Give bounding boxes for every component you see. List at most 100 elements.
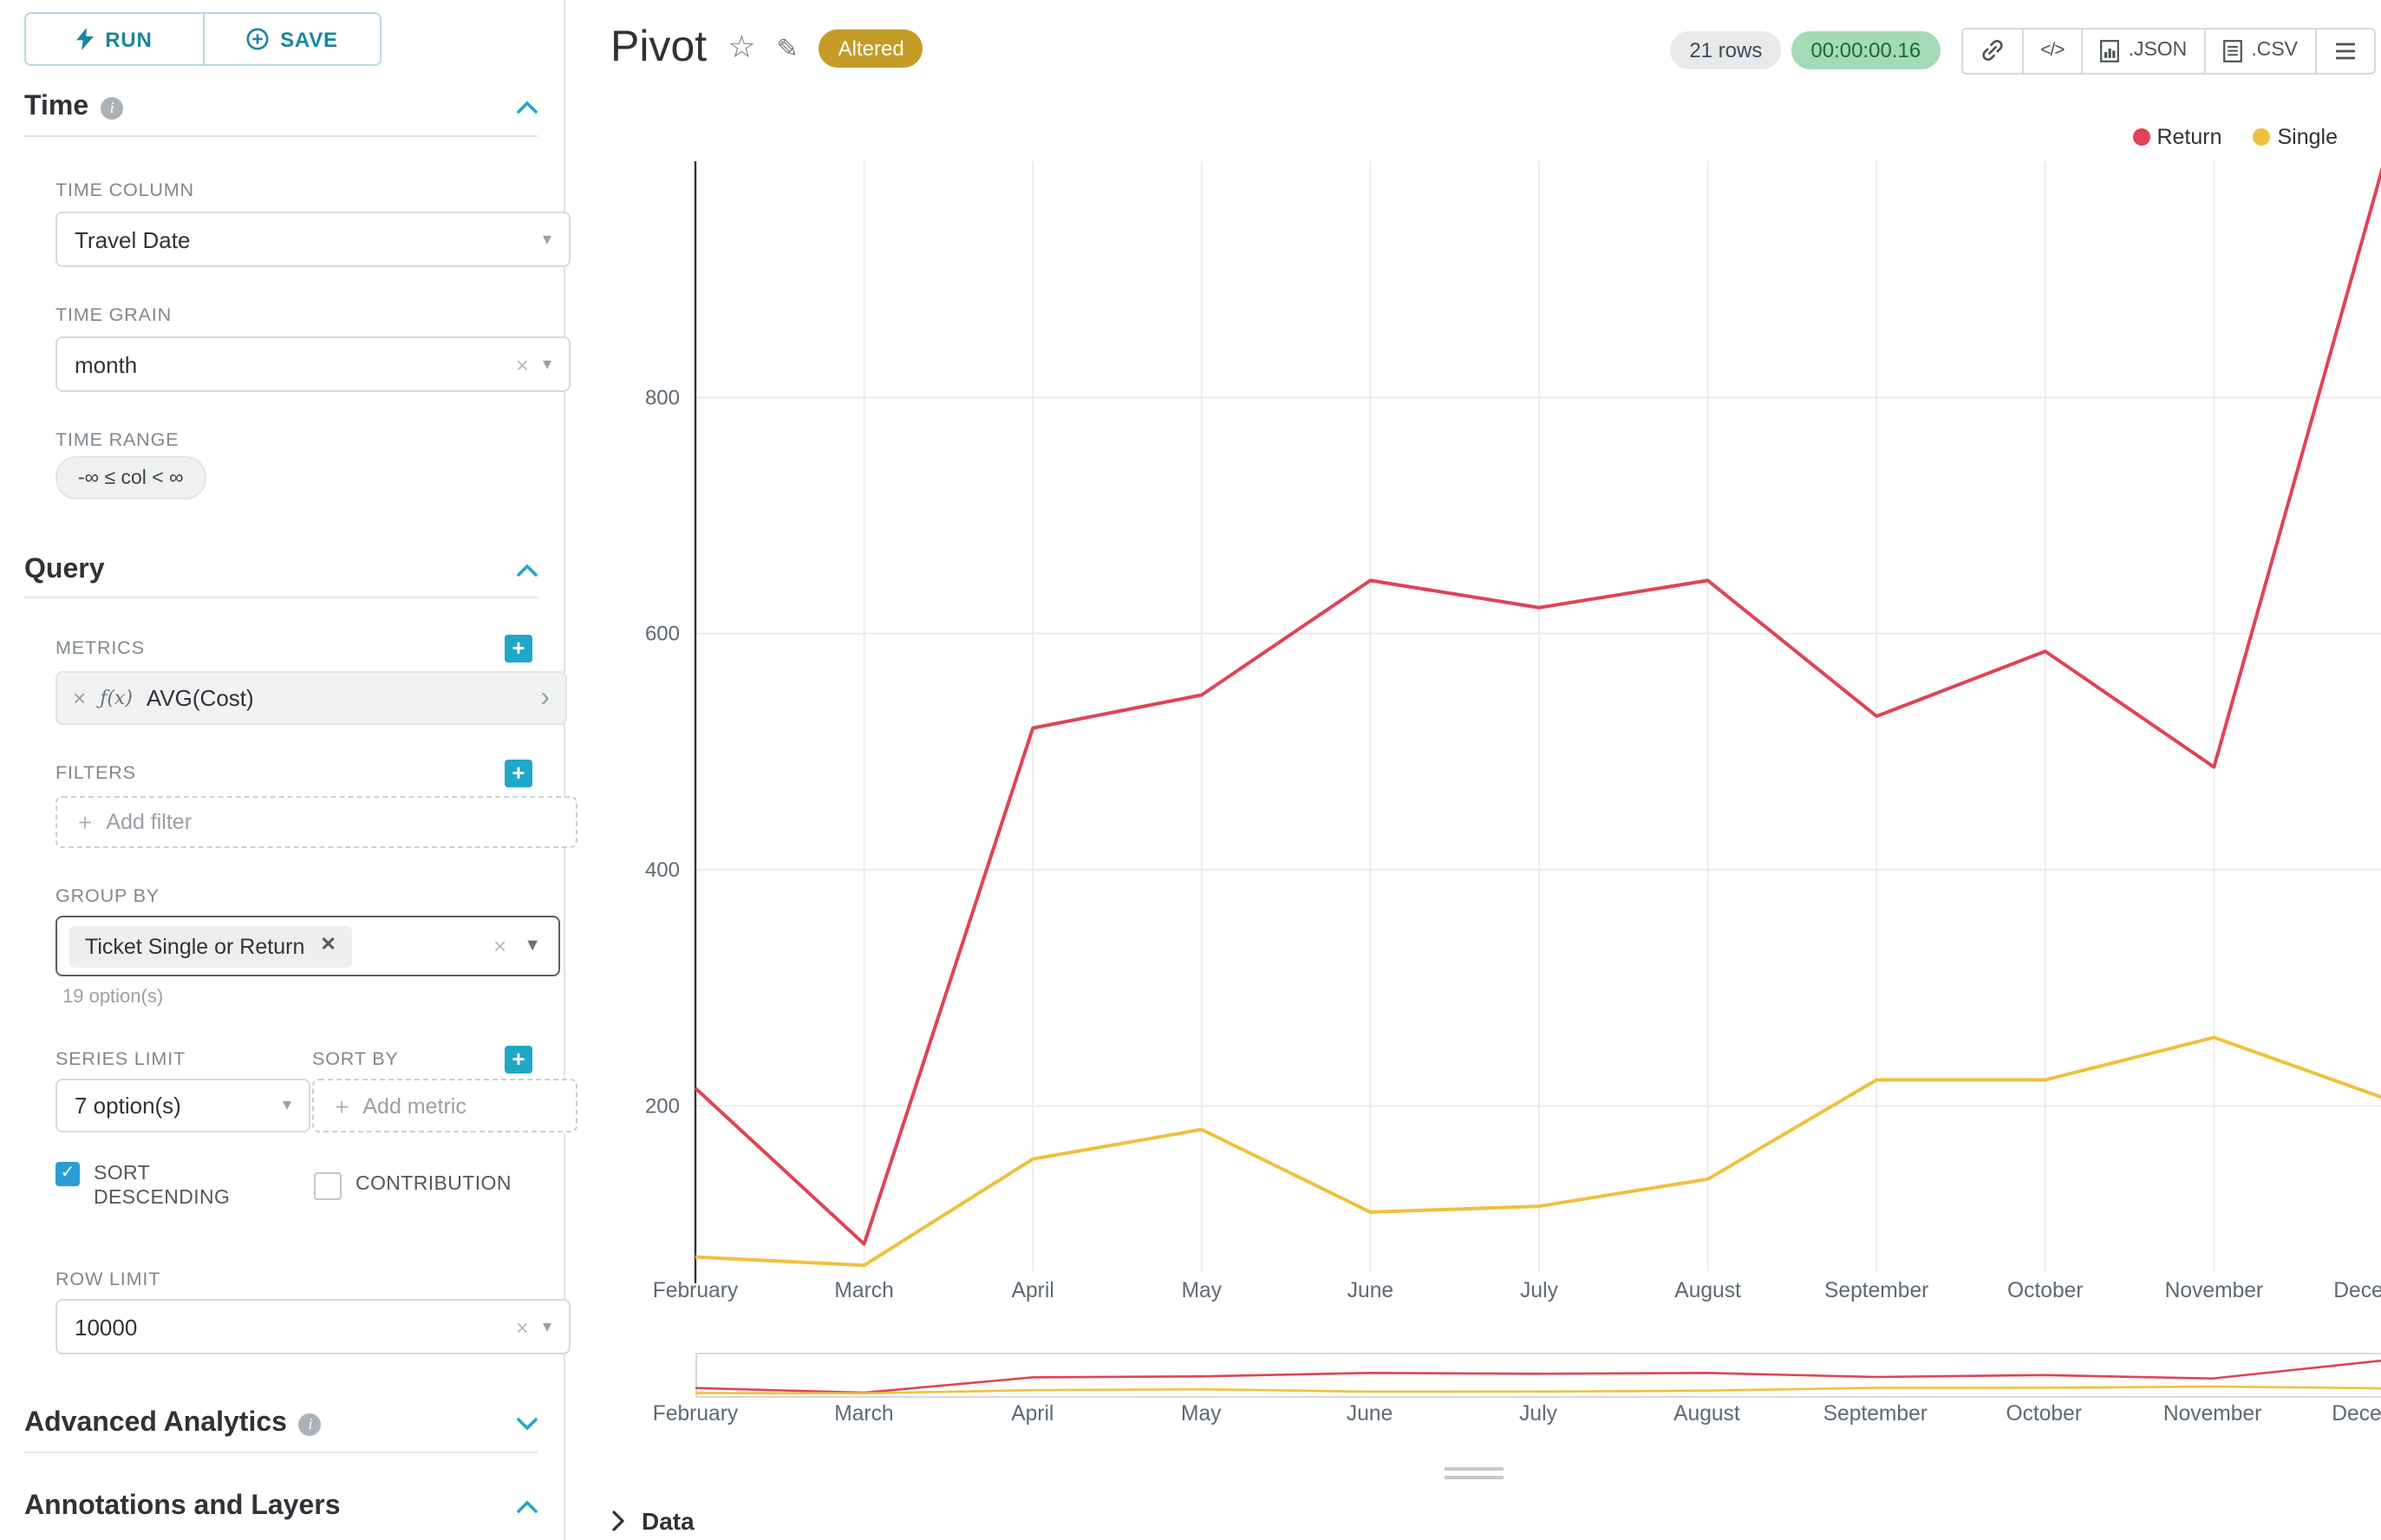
save-icon xyxy=(245,28,268,50)
query-section-header[interactable]: Query xyxy=(24,551,538,590)
menu-button[interactable] xyxy=(2315,27,2376,74)
svg-text:200: 200 xyxy=(645,1094,680,1118)
chevron-down-icon: ▾ xyxy=(282,1096,291,1115)
metric-chip[interactable]: × ƒ(x) AVG(Cost) › xyxy=(55,671,567,725)
export-json-button[interactable]: .JSON xyxy=(2081,27,2207,74)
svg-text:August: August xyxy=(1674,1279,1741,1302)
plus-icon: + xyxy=(335,1092,349,1119)
info-icon: i xyxy=(101,96,124,119)
svg-text:October: October xyxy=(2007,1279,2083,1302)
svg-text:March: March xyxy=(834,1402,893,1426)
time-grain-select[interactable]: month × ▾ xyxy=(55,336,571,392)
annotations-layers-header[interactable]: Annotations and Layers xyxy=(24,1488,538,1526)
chart-legend: Return Single xyxy=(2132,125,2338,149)
svg-text:February: February xyxy=(653,1402,739,1426)
section-divider xyxy=(24,1452,538,1453)
clear-icon[interactable]: × xyxy=(515,351,529,377)
svg-text:April: April xyxy=(1012,1279,1054,1302)
altered-badge: Altered xyxy=(819,29,923,67)
svg-text:October: October xyxy=(2006,1402,2081,1426)
add-metric-plus-button[interactable]: + xyxy=(505,635,532,662)
legend-item-single[interactable]: Single xyxy=(2253,125,2339,149)
add-metric-placeholder: Add metric xyxy=(362,1093,466,1118)
query-timer-badge: 00:00:00.16 xyxy=(1791,31,1941,69)
contribution-label: CONTRIBUTION xyxy=(356,1174,512,1195)
advanced-analytics-header[interactable]: Advanced Analytics i xyxy=(24,1405,538,1443)
time-range-label: TIME RANGE xyxy=(55,430,179,451)
run-button-label: RUN xyxy=(105,27,153,51)
add-filter-placeholder: Add filter xyxy=(106,810,192,834)
time-range-pill[interactable]: -∞ ≤ col < ∞ xyxy=(55,456,206,499)
add-filter-box[interactable]: + Add filter xyxy=(55,796,577,848)
save-button-label: SAVE xyxy=(280,27,338,51)
clear-icon[interactable]: × xyxy=(515,1314,529,1340)
plus-icon: + xyxy=(78,808,93,836)
svg-text:600: 600 xyxy=(645,623,680,646)
sort-descending-label: SORT DESCENDING xyxy=(94,1164,231,1209)
time-range-preview[interactable]: February March April May June July August Septe… xyxy=(653,1353,2381,1432)
legend-label-single: Single xyxy=(2277,125,2339,149)
add-sort-metric-plus-button[interactable]: + xyxy=(505,1046,532,1073)
save-button[interactable]: SAVE xyxy=(202,14,380,64)
code-icon: </> xyxy=(2040,40,2065,61)
legend-dot-single xyxy=(2253,128,2271,146)
function-icon: ƒ(x) xyxy=(100,687,133,709)
svg-text:May: May xyxy=(1181,1402,1222,1426)
chevron-right-icon[interactable]: › xyxy=(540,682,550,712)
section-divider xyxy=(24,135,538,137)
group-by-chip[interactable]: Ticket Single or Return ✕ xyxy=(69,925,352,967)
data-section-toggle[interactable]: Data xyxy=(612,1507,695,1535)
add-sort-metric-box[interactable]: + Add metric xyxy=(312,1079,577,1132)
add-filter-plus-button[interactable]: + xyxy=(505,760,532,787)
time-column-select[interactable]: Travel Date ▾ xyxy=(55,212,571,267)
link-icon xyxy=(1981,39,2002,62)
metric-name: AVG(Cost) xyxy=(146,685,254,711)
annotations-layers-title: Annotations and Layers xyxy=(24,1491,341,1521)
chart-title: Pivot xyxy=(610,23,708,71)
chevron-down-icon xyxy=(517,1418,538,1431)
svg-text:November: November xyxy=(2165,1279,2263,1302)
control-panel: RUN SAVE Time i TIME COLUMN Travel Date … xyxy=(0,0,577,1540)
row-limit-select[interactable]: 10000 × ▾ xyxy=(55,1299,571,1354)
time-column-label: TIME COLUMN xyxy=(55,180,194,201)
group-by-chip-label: Ticket Single or Return xyxy=(85,934,305,958)
time-section-title: Time xyxy=(24,92,89,121)
row-limit-value: 10000 xyxy=(75,1314,138,1340)
row-limit-label: ROW LIMIT xyxy=(55,1269,161,1290)
copy-link-button[interactable] xyxy=(1960,27,2024,74)
legend-item-return[interactable]: Return xyxy=(2132,125,2222,149)
contribution-checkbox[interactable]: CONTRIBUTION xyxy=(314,1172,512,1200)
svg-text:July: July xyxy=(1520,1279,1558,1302)
group-by-select[interactable]: Ticket Single or Return ✕ × ▼ xyxy=(55,916,560,976)
favorite-star-icon[interactable]: ☆ xyxy=(727,29,756,64)
clear-icon[interactable]: × xyxy=(493,933,507,959)
chevron-up-icon xyxy=(517,1500,538,1513)
run-button[interactable]: RUN xyxy=(26,14,202,64)
info-icon: i xyxy=(298,1413,322,1435)
data-section-title: Data xyxy=(642,1507,695,1535)
json-chart-doc-icon xyxy=(2100,39,2120,62)
run-save-group: RUN SAVE xyxy=(24,12,382,66)
time-grain-value: month xyxy=(75,351,138,377)
series-limit-label: SERIES LIMIT xyxy=(55,1049,186,1070)
embed-code-button[interactable]: </> xyxy=(2021,27,2084,74)
time-column-value: Travel Date xyxy=(75,226,191,252)
chart-panel: Pivot ☆ ✎ Altered 21 rows 00:00:00.16 </… xyxy=(565,0,2381,1540)
sort-descending-checkbox[interactable]: ✓ SORT DESCENDING xyxy=(55,1162,236,1210)
edit-properties-icon[interactable]: ✎ xyxy=(776,34,799,63)
svg-text:November: November xyxy=(2163,1402,2261,1426)
export-csv-label: .CSV xyxy=(2251,40,2298,61)
time-section-header[interactable]: Time i xyxy=(24,88,538,127)
svg-text:September: September xyxy=(1823,1402,1928,1426)
remove-chip-icon[interactable]: ✕ xyxy=(320,935,336,956)
row-count-badge: 21 rows xyxy=(1670,31,1782,69)
svg-text:December: December xyxy=(2332,1402,2381,1426)
resize-handle[interactable] xyxy=(1445,1467,1504,1485)
chevron-down-icon: ▾ xyxy=(542,230,551,249)
svg-text:800: 800 xyxy=(645,386,680,409)
bolt-icon xyxy=(75,28,94,50)
remove-metric-icon[interactable]: × xyxy=(73,685,87,711)
series-limit-select[interactable]: 7 option(s) ▾ xyxy=(55,1079,310,1132)
time-grain-label: TIME GRAIN xyxy=(55,305,172,326)
